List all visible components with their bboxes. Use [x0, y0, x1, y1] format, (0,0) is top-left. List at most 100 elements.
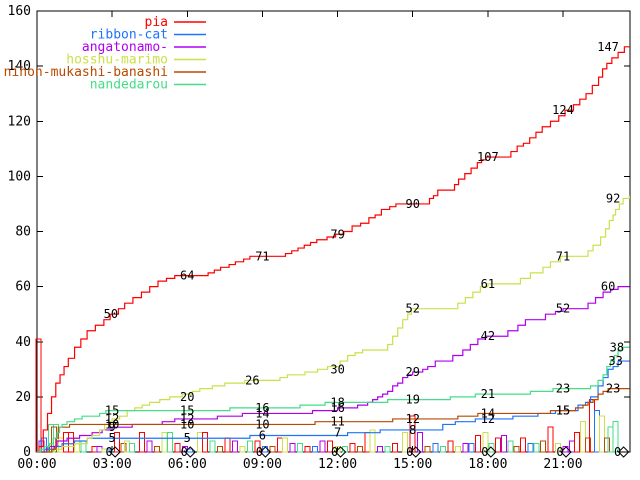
value-label-pia: 64	[180, 269, 194, 283]
event-bar	[439, 445, 446, 453]
event-bar	[547, 426, 554, 453]
event-bar	[501, 434, 508, 453]
series-line-pia	[37, 46, 630, 453]
zero-diamond-icon	[560, 446, 572, 458]
event-bar	[527, 443, 534, 453]
value-label-nihon-mukashi-banashi: 11	[330, 415, 344, 429]
x-tick-label: 21:00	[543, 457, 582, 472]
zero-label: 0	[556, 445, 563, 459]
legend-label-hosshu-marimo: hosshu-marimo	[66, 53, 168, 68]
event-bar	[519, 437, 526, 453]
event-bar	[161, 432, 168, 453]
event-bar	[539, 440, 546, 453]
event-bar	[216, 445, 223, 453]
y-tick-label: 0	[23, 445, 31, 460]
zero-diamond-icon	[334, 446, 347, 458]
event-bar	[488, 443, 495, 453]
event-bar	[327, 440, 334, 453]
x-tick-label: 03:00	[93, 457, 132, 472]
value-label-nihon-mukashi-banashi: 10	[105, 417, 119, 431]
value-label-ribbon-cat: 8	[409, 423, 416, 437]
value-label-pia: 90	[405, 197, 419, 211]
value-label-angatonamo-: 16	[330, 401, 344, 415]
value-label-pia: 71	[255, 249, 269, 263]
event-bar	[67, 432, 74, 453]
event-bar	[80, 440, 87, 453]
event-bar	[239, 445, 246, 453]
event-bar	[74, 437, 81, 453]
value-label-hosshu-marimo: 71	[556, 249, 570, 263]
value-label-angatonamo-: 52	[556, 302, 570, 316]
value-label-angatonamo-: 12	[180, 412, 194, 426]
x-tick-label: 12:00	[318, 457, 357, 472]
event-bar	[424, 445, 431, 453]
event-bar	[146, 440, 153, 453]
value-label-nandedarou: 16	[255, 401, 269, 415]
event-bar	[334, 445, 341, 453]
value-label-pia: 147	[597, 40, 619, 54]
zero-label: 0	[256, 445, 263, 459]
value-label-hosshu-marimo: 92	[606, 191, 620, 205]
zero-label: 0	[181, 445, 188, 459]
event-bar	[154, 445, 161, 453]
event-bar	[349, 443, 356, 453]
legend-label-ribbon-cat: ribbon-cat	[90, 28, 168, 43]
series-line-hosshu-marimo	[37, 195, 630, 453]
value-label-hosshu-marimo: 52	[405, 302, 419, 316]
value-label-angatonamo-: 14	[255, 406, 269, 420]
event-bar	[297, 443, 303, 453]
x-tick-label: 06:00	[168, 457, 207, 472]
event-bar	[91, 445, 98, 453]
event-bar	[166, 432, 173, 453]
event-bar	[276, 437, 283, 453]
y-tick-label: 120	[8, 114, 31, 129]
value-label-angatonamo-: 60	[601, 280, 615, 294]
zero-diamond-icon	[410, 446, 422, 458]
value-label-nandedarou: 19	[405, 393, 419, 407]
event-bar	[409, 415, 416, 453]
event-bar	[603, 437, 610, 453]
event-bar	[432, 443, 439, 453]
value-label-nihon-mukashi-banashi: 12	[405, 412, 419, 426]
event-bar	[319, 440, 326, 453]
event-bar	[196, 432, 203, 453]
event-bar	[129, 443, 136, 453]
value-label-pia: 124	[552, 103, 574, 117]
value-label-hosshu-marimo: 26	[245, 373, 259, 387]
value-label-nihon-mukashi-banashi: 10	[255, 417, 269, 431]
x-tick-label: 15:00	[393, 457, 432, 472]
zero-label: 0	[106, 445, 113, 459]
series-line-nandedarou	[37, 346, 630, 453]
value-label-pia: 79	[330, 227, 344, 241]
value-label-hosshu-marimo: 30	[330, 362, 344, 376]
value-label-ribbon-cat: 12	[481, 412, 495, 426]
event-bar	[454, 445, 461, 453]
zero-diamond-icon	[184, 446, 196, 458]
zero-label: 0	[331, 445, 338, 459]
value-label-nihon-mukashi-banashi: 15	[556, 404, 570, 418]
event-bar	[585, 437, 592, 453]
event-bar	[598, 415, 605, 453]
event-bar	[533, 443, 540, 453]
event-bar	[269, 445, 276, 453]
event-bar	[573, 432, 580, 453]
x-tick-label: 09:00	[243, 457, 282, 472]
event-bar	[62, 432, 69, 453]
event-bar	[377, 445, 384, 453]
value-label-hosshu-marimo: 12	[105, 412, 119, 426]
zero-label: 0	[614, 445, 621, 459]
event-bar	[114, 432, 121, 453]
value-label-nihon-mukashi-banashi: 23	[606, 382, 620, 396]
value-label-ribbon-cat: 5	[109, 431, 116, 445]
event-bar	[201, 432, 208, 453]
event-bar	[468, 443, 475, 453]
event-bar	[281, 437, 288, 453]
zero-diamond-icon	[259, 446, 272, 458]
value-label-nandedarou: 21	[481, 387, 495, 401]
value-label-nandedarou: 23	[556, 382, 570, 396]
zero-diamond-icon	[109, 446, 121, 458]
event-bar	[554, 443, 561, 453]
value-label-pia: 50	[104, 307, 118, 321]
legend-label-pia: pia	[145, 15, 168, 30]
